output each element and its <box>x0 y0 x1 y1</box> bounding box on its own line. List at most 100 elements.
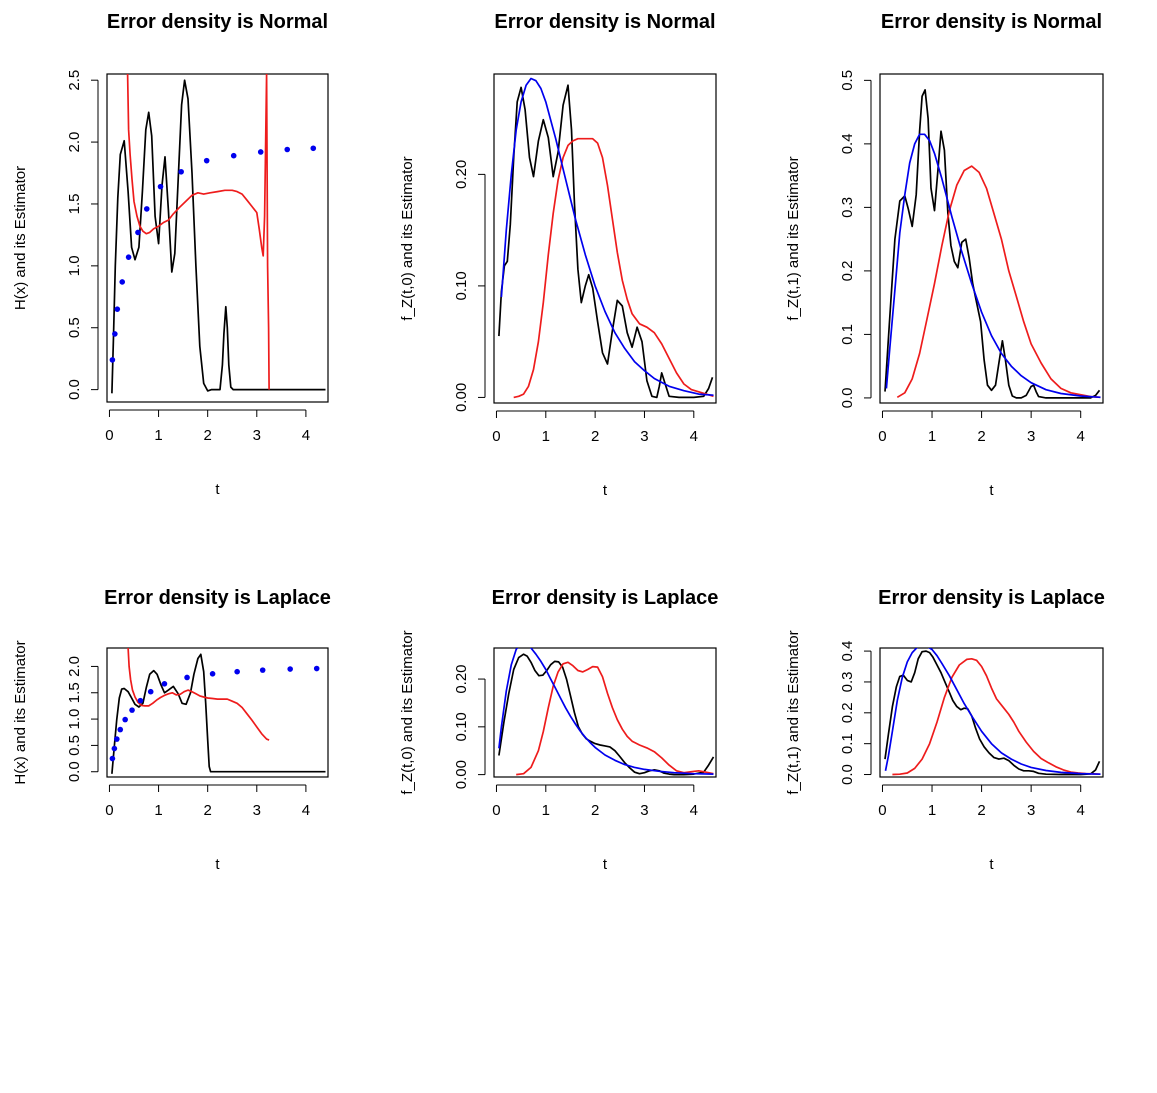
y-tick-label: 0.5 <box>66 317 83 338</box>
series-point-blue <box>109 755 116 762</box>
x-axis-label: t <box>989 856 994 873</box>
y-tick-label: 0.0 <box>66 761 83 782</box>
x-tick-label: 2 <box>204 427 212 444</box>
series-group <box>884 648 1101 776</box>
series-line-blue <box>885 133 1101 399</box>
y-tick-label: 0.3 <box>839 672 856 693</box>
series-point-blue <box>147 688 154 695</box>
y-tick-label: 1.5 <box>66 682 83 703</box>
x-tick-label: 2 <box>977 802 985 819</box>
panel-title: Error density is Laplace <box>878 587 1105 609</box>
x-axis-label: t <box>215 481 220 498</box>
plot-frame <box>879 73 1104 404</box>
series-group <box>109 648 326 774</box>
series-line-black <box>884 89 1101 399</box>
series-group <box>109 74 326 394</box>
x-axis-label: t <box>603 856 608 873</box>
series-point-blue <box>137 697 144 704</box>
panel-1: Error density is Normal 0 1 2 3 4 t 0.0 0.5 1.0 1.… <box>12 11 329 498</box>
y-tick-label: 1.0 <box>66 255 83 276</box>
y-tick-label: 0.4 <box>839 641 856 662</box>
x-tick-label: 0 <box>492 428 500 445</box>
x-tick-label: 3 <box>253 427 261 444</box>
series-point-blue <box>209 671 216 677</box>
series-line-blue <box>884 648 1101 776</box>
panel-4: Error density is Laplace 0 1 2 3 4 t 0.0 0.5 1.0 1… <box>12 587 331 873</box>
x-tick-label: 1 <box>154 802 162 819</box>
series-point-blue <box>203 157 210 164</box>
series-point-blue <box>230 152 237 159</box>
x-axis-label: t <box>989 482 994 499</box>
x-tick-label: 1 <box>542 802 550 819</box>
y-axis-label: f_Z(t,0) and its Estimator <box>399 630 416 794</box>
y-tick-label: 2.0 <box>66 132 83 153</box>
x-tick-label: 0 <box>105 427 113 444</box>
series-point-blue <box>234 668 240 675</box>
series-group <box>884 89 1101 399</box>
x-tick-label: 2 <box>591 802 599 819</box>
x-tick-label: 0 <box>105 802 113 819</box>
x-tick-label: 1 <box>928 802 936 819</box>
panel-title: Error density is Laplace <box>104 587 331 609</box>
series-line-blue <box>498 648 714 775</box>
plot-frame <box>106 73 329 403</box>
y-axis-label: H(x) and its Estimator <box>12 640 29 784</box>
y-axis-label: H(x) and its Estimator <box>12 166 29 310</box>
y-tick-label: 0.20 <box>453 160 470 189</box>
series-line-black <box>498 84 714 399</box>
series-line-black <box>884 650 1101 776</box>
series-point-blue <box>161 681 168 687</box>
x-axis-label: t <box>215 856 220 873</box>
series-line-black <box>111 653 326 774</box>
x-tick-label: 4 <box>1077 428 1085 445</box>
series-point-blue <box>114 306 121 312</box>
x-tick-label: 3 <box>253 802 261 819</box>
x-tick-label: 0 <box>492 802 500 819</box>
series-line-red <box>892 657 1101 776</box>
series-point-blue <box>178 168 184 175</box>
y-tick-label: 0.3 <box>839 197 856 218</box>
y-tick-label: 2.5 <box>66 70 83 91</box>
series-point-blue <box>313 665 320 672</box>
x-tick-label: 4 <box>690 428 698 445</box>
series-point-blue <box>109 357 116 363</box>
y-tick-label: 0.1 <box>839 324 856 345</box>
panel-title: Error density is Laplace <box>492 587 719 609</box>
panel-title: Error density is Normal <box>107 11 328 33</box>
series-point-blue <box>119 279 126 285</box>
x-tick-label: 0 <box>878 428 886 445</box>
panel-5: Error density is Laplace 0 1 2 3 4 t 0.00 0.10 0.… <box>399 587 718 873</box>
series-line-red <box>896 165 1101 399</box>
y-tick-label: 1.5 <box>66 194 83 215</box>
series-point-blue <box>143 206 150 212</box>
y-tick-label: 0.4 <box>839 133 856 154</box>
series-point-blue <box>284 146 291 153</box>
series-group <box>498 77 714 399</box>
y-tick-label: 0.2 <box>839 260 856 281</box>
y-tick-label: 0.00 <box>453 383 470 412</box>
x-tick-label: 2 <box>977 428 985 445</box>
y-tick-label: 0.1 <box>839 733 856 754</box>
series-point-blue <box>257 149 264 155</box>
y-tick-label: 0.5 <box>66 735 83 756</box>
plot-frame <box>879 647 1104 778</box>
panel-6: Error density is Laplace 0 1 2 3 4 t 0.0 0.1 0.2 0… <box>785 587 1105 873</box>
series-point-blue <box>114 736 120 742</box>
series-line-blue <box>500 77 714 397</box>
series-point-blue <box>310 145 317 152</box>
series-line-red <box>513 137 714 399</box>
series-point-blue <box>122 716 128 723</box>
x-tick-label: 3 <box>640 428 648 445</box>
x-tick-label: 3 <box>640 802 648 819</box>
series-line-red <box>126 74 270 390</box>
series-point-blue <box>287 666 293 672</box>
x-tick-label: 1 <box>542 428 550 445</box>
plot-frame <box>493 647 717 778</box>
series-point-blue <box>184 674 190 681</box>
series-point-blue <box>125 254 132 260</box>
x-tick-label: 3 <box>1027 802 1035 819</box>
x-tick-label: 4 <box>302 427 310 444</box>
x-tick-label: 1 <box>928 428 936 445</box>
